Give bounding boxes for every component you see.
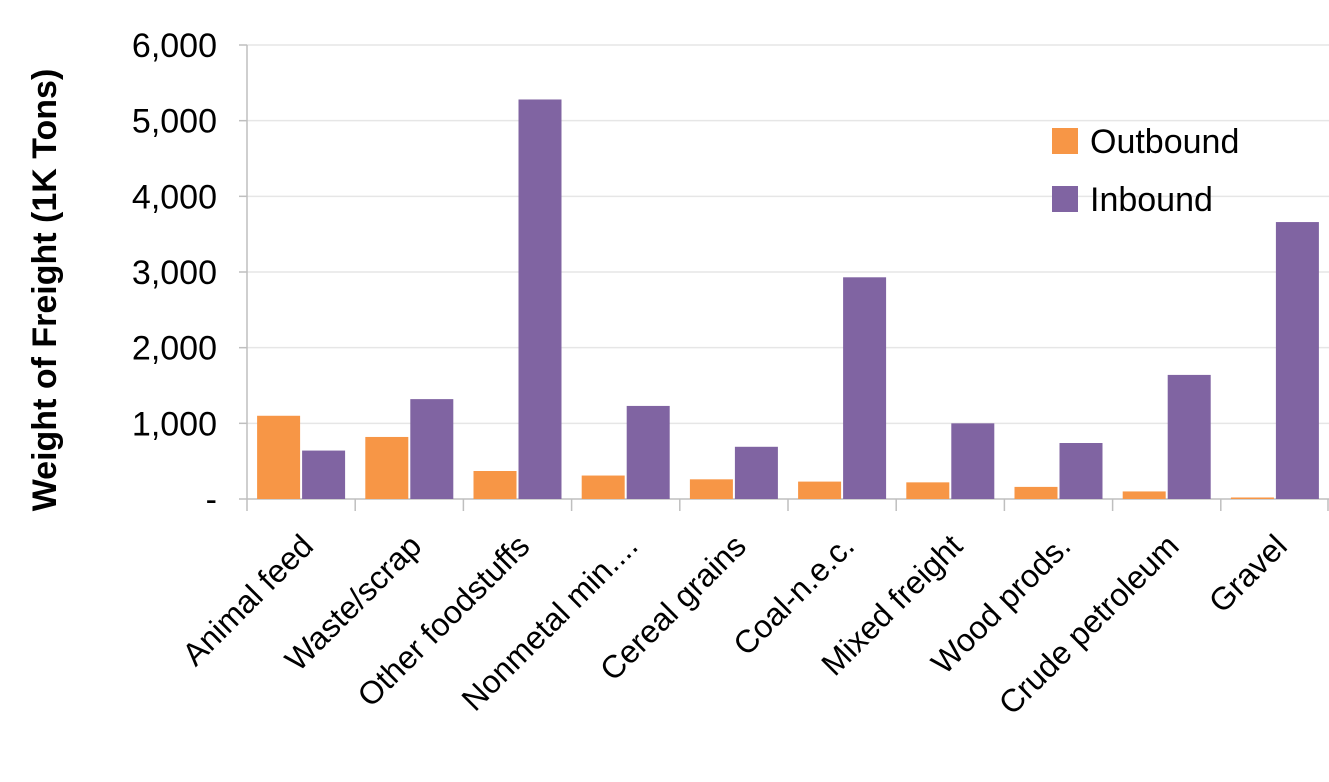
y-tick-label: 4,000 <box>132 178 217 216</box>
x-tick-label: Gravel <box>1202 527 1294 619</box>
bar-outbound-8 <box>1122 491 1166 499</box>
legend-swatch-inbound <box>1052 186 1078 212</box>
y-tick-label: - <box>206 481 217 519</box>
bar-outbound-3 <box>581 475 625 499</box>
bar-inbound-6 <box>951 423 995 499</box>
bar-outbound-2 <box>473 471 517 499</box>
bar-inbound-1 <box>410 399 454 499</box>
y-tick-label: 2,000 <box>132 330 217 368</box>
bar-outbound-4 <box>689 479 733 499</box>
bar-outbound-6 <box>906 482 950 499</box>
legend-label-inbound: Inbound <box>1090 181 1213 219</box>
legend: Outbound Inbound <box>1052 123 1239 219</box>
legend-label-outbound: Outbound <box>1090 123 1239 161</box>
bar-outbound-7 <box>1014 486 1058 499</box>
bar-inbound-7 <box>1059 443 1103 499</box>
bar-inbound-3 <box>626 405 670 499</box>
gridlines <box>247 44 1329 425</box>
bar-outbound-0 <box>257 415 301 499</box>
y-tick-label: 5,000 <box>132 103 217 141</box>
bar-outbound-5 <box>798 481 842 499</box>
tick-labels: - 1,000 2,000 3,000 4,000 5,000 6,000 <box>132 27 217 519</box>
y-axis-title: Weight of Freight (1K Tons) <box>26 69 64 512</box>
bar-inbound-9 <box>1275 222 1319 499</box>
legend-swatch-outbound <box>1052 128 1078 154</box>
bar-inbound-4 <box>734 446 778 499</box>
bar-outbound-9 <box>1230 497 1274 499</box>
bar-inbound-5 <box>843 277 887 499</box>
bar-inbound-0 <box>302 450 346 499</box>
bars <box>257 99 1319 499</box>
y-tick-label: 3,000 <box>132 254 217 292</box>
bar-outbound-1 <box>365 436 409 499</box>
y-tick-label: 6,000 <box>132 27 217 65</box>
bar-inbound-8 <box>1167 374 1211 499</box>
x-tick-label: Crude petroleum <box>992 527 1186 721</box>
bar-inbound-2 <box>518 99 562 499</box>
y-tick-label: 1,000 <box>132 405 217 443</box>
